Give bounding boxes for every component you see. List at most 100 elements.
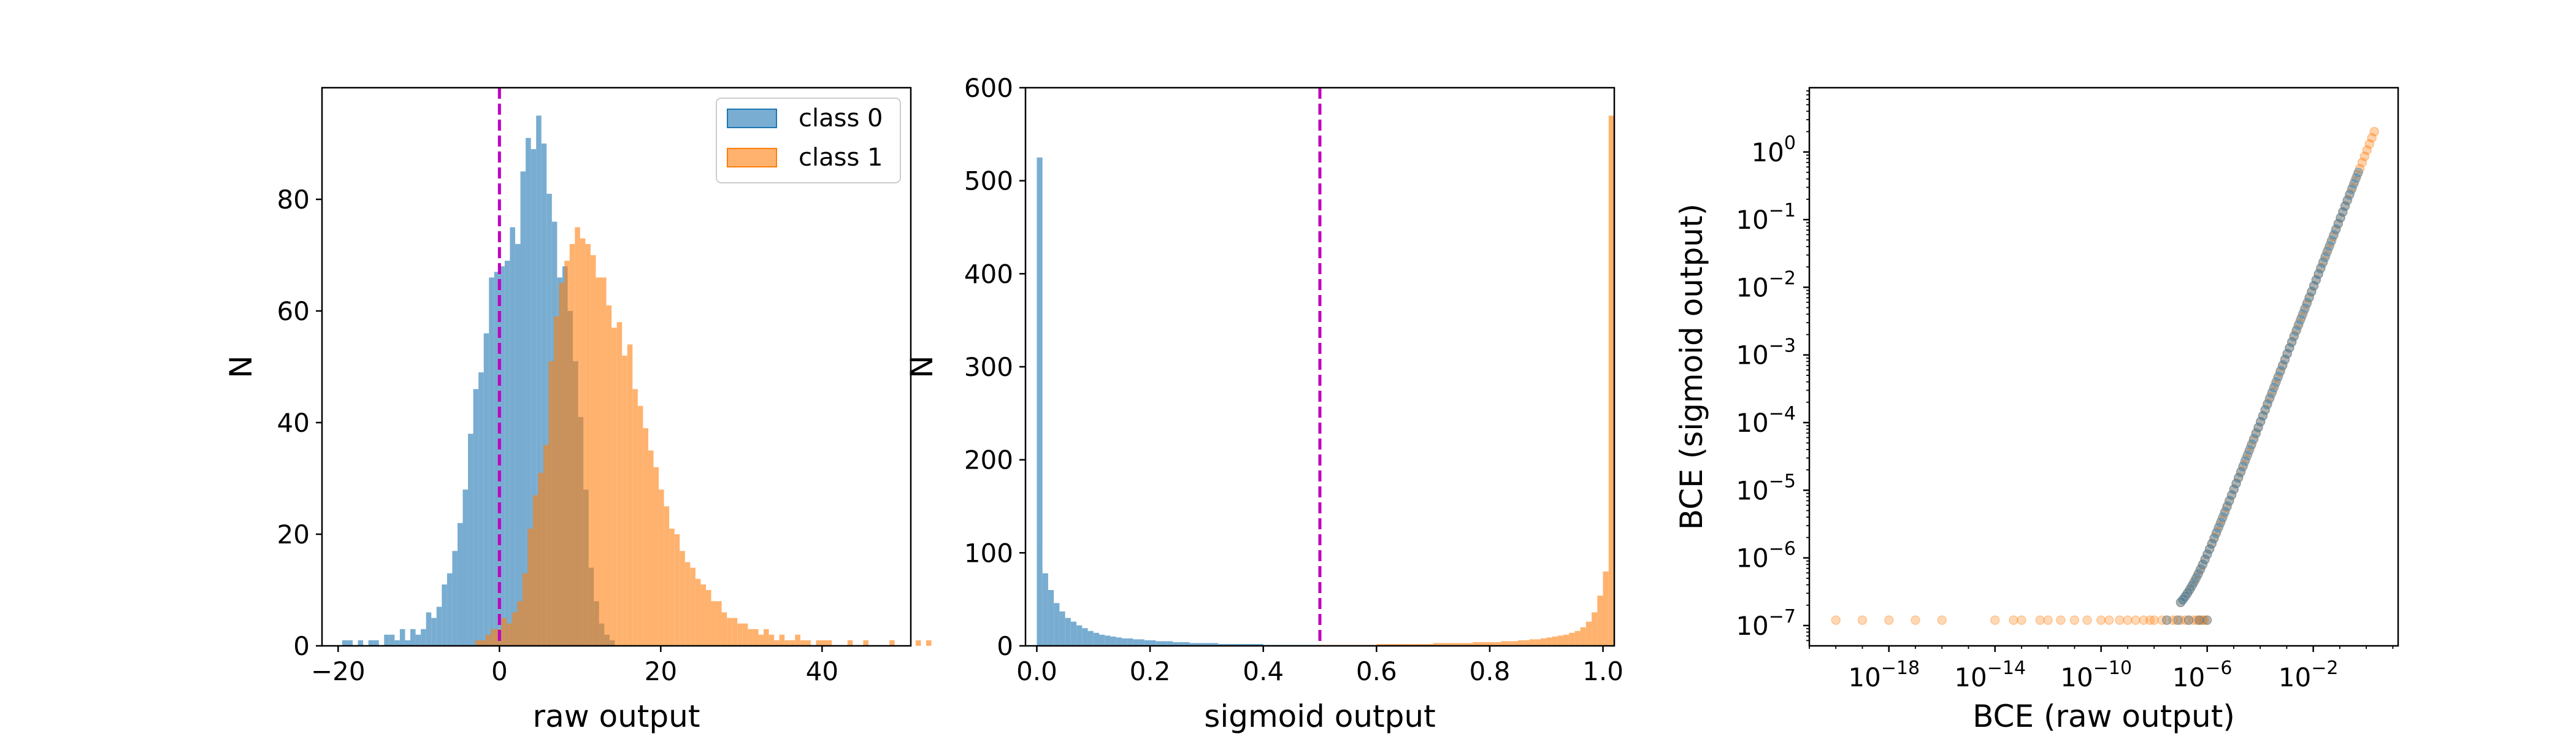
histogram-bar [1405,643,1411,646]
scatter-point [2273,371,2283,381]
histogram-bar [643,428,648,646]
scatter-point [2256,416,2266,427]
histogram-bar [695,578,701,646]
scatter-point [2318,258,2328,268]
scatter-point [2306,287,2317,297]
histogram-bar [632,389,638,646]
histogram-bar [764,629,769,646]
histogram-bar [590,255,596,646]
histogram-bar [1501,641,1507,646]
scatter-point [2296,312,2307,322]
histogram-bar [342,640,348,646]
scatter-point [2299,305,2309,316]
scatter-point [2309,281,2319,291]
histogram-bar [531,149,537,646]
scatter-point [2351,173,2361,183]
histogram-bar [394,640,400,646]
histogram-bar [1184,642,1190,646]
scatter-point [2309,280,2319,291]
scatter-point [2131,615,2141,625]
scatter-point [2285,343,2294,353]
histogram-bar [1438,643,1445,646]
histogram-bar [485,634,491,646]
scatter-point [2226,490,2237,500]
scatter-point [2236,467,2245,477]
histogram-bar [504,261,510,646]
scatter-point [2340,201,2350,211]
scatter-point [2291,326,2301,336]
histogram-bar [1433,643,1439,646]
scatter-point [1884,615,1894,625]
y-tick-label: 0 [293,631,310,661]
scatter-point [2162,615,2172,625]
histogram-bar [1495,642,1501,646]
histogram-bar [774,640,780,646]
scatter-point [2258,411,2268,421]
histogram-bar [473,389,479,646]
histogram-bar [1173,642,1179,646]
histogram-bar [499,266,505,646]
histogram-bar [1042,573,1048,646]
histogram-bar [1252,643,1258,646]
y-tick-label: 10−7 [1736,606,1796,641]
scatter-point [2193,569,2204,578]
x-tick-label: 0 [491,656,508,686]
histogram-bar [374,640,379,646]
scatter-point [2185,585,2195,595]
scatter-point [2082,615,2092,625]
scatter-point [2290,331,2299,340]
histogram-bar [1603,571,1609,646]
histogram-bar [1450,643,1456,646]
histogram-bar [1110,636,1116,646]
histogram-bar [483,333,489,646]
histogram-bar [915,640,921,646]
scatter-point [2294,318,2304,328]
histogram-bar [1518,640,1524,646]
histogram-bar [415,634,421,646]
histogram-bar [457,523,463,646]
histogram-bar [1070,621,1077,646]
y-tick-label: 10−1 [1736,200,1796,235]
scatter-point [2253,423,2263,433]
histogram-bar [1217,643,1224,646]
scatter-point [2204,544,2215,554]
scatter-point [2115,615,2125,625]
histogram-bar [758,634,764,646]
scatter-point [2189,577,2199,587]
scatter-point [2336,213,2345,223]
histogram-bar [1580,627,1586,646]
scatter-point [1831,615,1841,625]
histogram-bar [1201,643,1207,646]
scatter-point [2313,269,2323,279]
scatter-point [2248,435,2258,445]
histogram-bar [494,272,500,646]
series-class-0 [1037,157,1320,646]
histogram-bar [1552,636,1558,646]
histogram-bar [1427,643,1433,646]
series-class-1 [1831,126,2379,625]
histogram-bar [784,640,790,646]
scatter-point [2145,615,2155,625]
scatter-point [2173,615,2183,625]
histogram-bar [821,640,827,646]
scatter-point [2185,583,2195,594]
histogram-bar [512,612,518,646]
y-tick-label: 0 [997,631,1013,661]
scatter-point [2168,615,2178,625]
scatter-point [2345,188,2355,198]
histogram-bar [1127,638,1133,646]
scatter-point [2162,615,2172,625]
scatter-point [2262,399,2272,410]
histogram-bar [1416,643,1422,646]
histogram-bar [690,567,696,646]
x-tick-label: 0.0 [1016,656,1057,686]
histogram-bar [475,640,481,646]
series-class-1 [475,227,932,646]
scatter-point [2247,439,2257,449]
y-tick-label: 600 [964,73,1013,103]
histogram-bar [452,551,458,646]
histogram-bar [421,629,426,646]
histogram-bar [1099,634,1105,646]
histogram-bar [405,640,410,646]
scatter-point [2359,151,2370,161]
